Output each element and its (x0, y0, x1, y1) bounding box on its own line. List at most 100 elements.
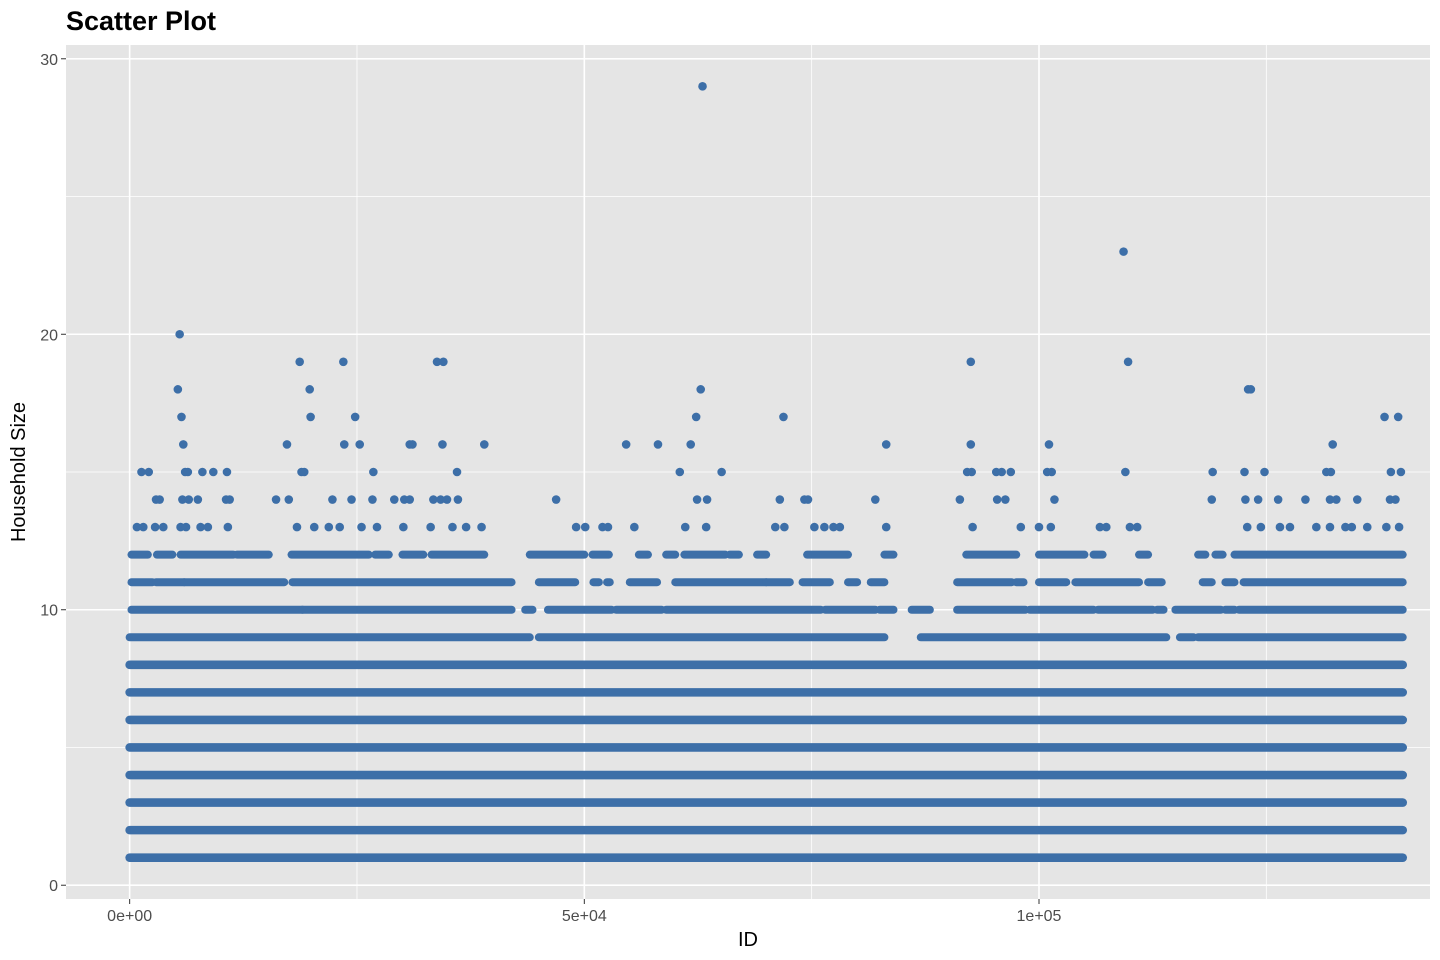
data-point (1382, 522, 1391, 532)
data-point (452, 467, 462, 477)
data-point (1101, 522, 1111, 532)
y-tick-label: 10 (40, 603, 58, 620)
data-point (339, 440, 349, 449)
data-point (223, 522, 233, 532)
data-point (137, 467, 146, 477)
data-point (1207, 495, 1217, 504)
data-point (1352, 495, 1362, 504)
data-point (1362, 522, 1372, 532)
data-point (1391, 495, 1400, 504)
chart-title: Scatter Plot (66, 6, 216, 36)
data-point (357, 522, 366, 532)
data-point (701, 522, 711, 532)
data-point (692, 495, 702, 504)
data-point (355, 440, 365, 449)
data-point (810, 522, 819, 532)
data-point (835, 522, 845, 532)
data-point (1253, 495, 1263, 504)
data-point (179, 440, 188, 449)
y-tick-label: 20 (40, 327, 58, 344)
data-point (389, 495, 399, 504)
data-point (702, 495, 712, 504)
data-point (603, 522, 613, 532)
data-point (138, 522, 148, 532)
data-point (408, 440, 417, 449)
data-point (803, 495, 813, 504)
data-point (448, 522, 457, 532)
data-point (347, 495, 356, 504)
data-point (1016, 522, 1026, 532)
data-point (399, 522, 408, 532)
data-point (405, 495, 415, 504)
data-point (132, 522, 142, 532)
data-point (630, 522, 639, 532)
data-point (1047, 467, 1057, 477)
data-point (881, 440, 891, 449)
data-point (571, 522, 581, 532)
data-point (967, 467, 976, 477)
data-point (198, 467, 207, 477)
data-point (955, 495, 965, 504)
data-point (1001, 495, 1010, 504)
data-point (779, 412, 788, 422)
data-point (1275, 522, 1285, 532)
data-point (175, 329, 184, 339)
data-point (1393, 412, 1403, 422)
data-point (653, 440, 663, 449)
data-point (368, 495, 377, 504)
data-point (335, 522, 345, 532)
data-point (271, 495, 281, 504)
data-point (295, 357, 304, 367)
x-tick-label: 1e+05 (1017, 908, 1062, 925)
data-point (1396, 467, 1406, 477)
data-point (184, 495, 194, 504)
data-point (183, 467, 193, 477)
data-point (193, 495, 203, 504)
data-point (155, 495, 164, 504)
data-point (551, 495, 561, 504)
data-point (1046, 522, 1056, 532)
data-point (780, 522, 789, 532)
data-point (442, 495, 452, 504)
data-point (696, 385, 706, 394)
data-point (436, 495, 445, 504)
data-point (309, 522, 319, 532)
data-point (1034, 522, 1044, 532)
data-point (1386, 467, 1396, 477)
data-point (453, 495, 463, 504)
data-point (1241, 495, 1250, 504)
data-point (203, 522, 213, 532)
data-point (968, 522, 977, 532)
data-point (717, 467, 726, 477)
data-point (1246, 385, 1256, 394)
data-point (1044, 440, 1054, 449)
data-point (1301, 495, 1310, 504)
data-point (438, 440, 447, 449)
data-point (1050, 495, 1059, 504)
data-point (432, 357, 442, 367)
data-point (439, 357, 448, 367)
data-point (1006, 467, 1016, 477)
data-point (691, 412, 701, 422)
data-point (1119, 247, 1128, 256)
data-point (1325, 522, 1335, 532)
data-point (284, 495, 294, 504)
data-point (1285, 522, 1295, 532)
data-point (966, 357, 976, 367)
data-point (173, 385, 183, 394)
data-point (305, 385, 315, 394)
data-point (196, 522, 205, 532)
data-point (181, 522, 191, 532)
data-points (125, 82, 1408, 862)
data-point (328, 495, 337, 504)
data-point (1328, 440, 1338, 449)
data-point (1095, 522, 1105, 532)
data-point (1380, 412, 1389, 422)
data-point (871, 495, 880, 504)
data-point (1242, 522, 1252, 532)
data-point (306, 412, 315, 422)
data-point (770, 522, 780, 532)
data-point (158, 522, 168, 532)
data-point (144, 467, 154, 477)
